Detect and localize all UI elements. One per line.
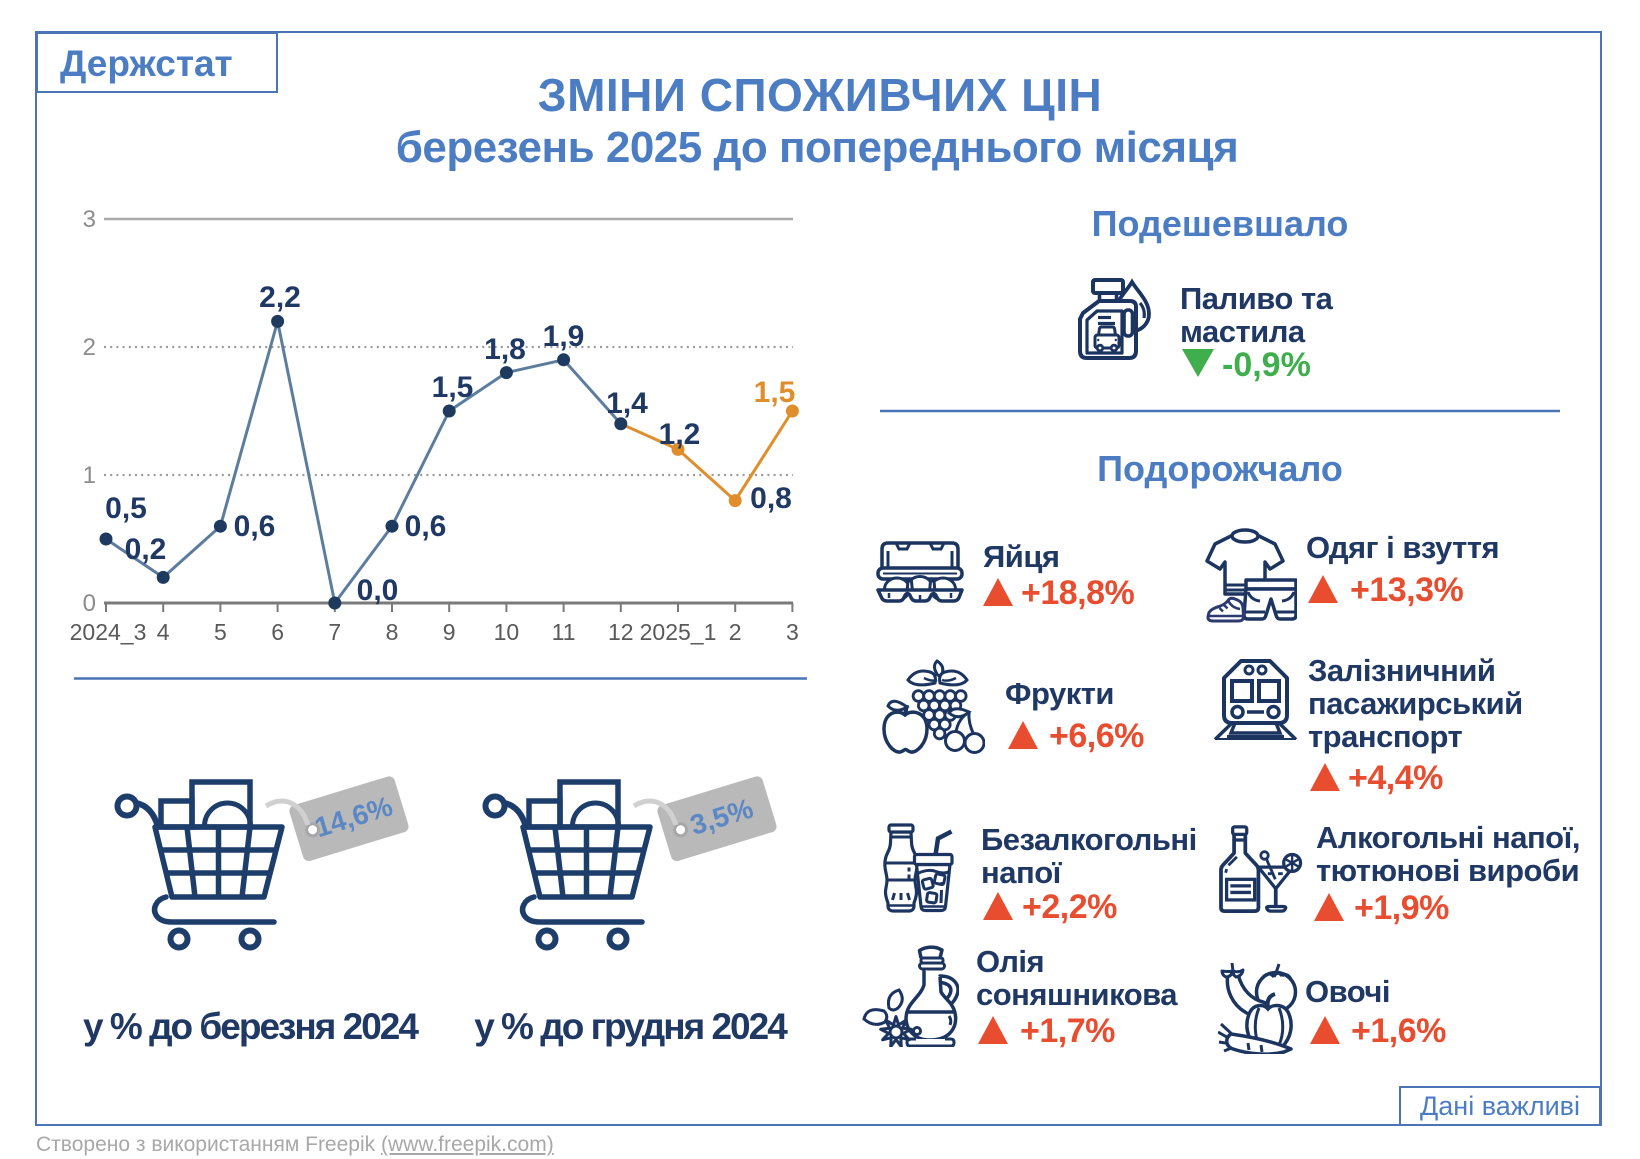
svg-text:3: 3 xyxy=(83,206,96,233)
svg-text:1,9: 1,9 xyxy=(543,320,585,353)
svg-text:6: 6 xyxy=(271,619,284,645)
svg-text:0,2: 0,2 xyxy=(125,533,167,566)
svg-text:3: 3 xyxy=(786,619,799,645)
svg-text:1,8: 1,8 xyxy=(484,333,526,366)
svg-text:0,5: 0,5 xyxy=(105,492,147,525)
svg-text:1,5: 1,5 xyxy=(432,371,474,404)
svg-text:0: 0 xyxy=(83,590,96,617)
svg-text:9: 9 xyxy=(443,619,456,645)
svg-text:7: 7 xyxy=(328,619,341,645)
svg-text:0,8: 0,8 xyxy=(750,482,792,515)
svg-text:2025_1: 2025_1 xyxy=(640,619,717,645)
svg-text:10: 10 xyxy=(494,619,520,645)
svg-text:2: 2 xyxy=(729,619,742,645)
svg-text:5: 5 xyxy=(214,619,227,645)
svg-text:4: 4 xyxy=(157,619,170,645)
svg-text:1,5: 1,5 xyxy=(754,376,796,409)
svg-text:0,6: 0,6 xyxy=(234,510,276,543)
svg-text:2: 2 xyxy=(83,334,96,361)
svg-text:1,2: 1,2 xyxy=(659,418,701,451)
svg-text:8: 8 xyxy=(386,619,399,645)
svg-text:2,2: 2,2 xyxy=(259,281,301,314)
svg-text:11: 11 xyxy=(552,619,576,645)
svg-text:1,4: 1,4 xyxy=(606,387,648,420)
svg-text:0,6: 0,6 xyxy=(405,510,447,543)
svg-text:0,0: 0,0 xyxy=(357,574,399,607)
svg-text:12: 12 xyxy=(608,619,634,645)
svg-text:1: 1 xyxy=(83,462,96,489)
svg-text:2024_3: 2024_3 xyxy=(70,619,147,645)
